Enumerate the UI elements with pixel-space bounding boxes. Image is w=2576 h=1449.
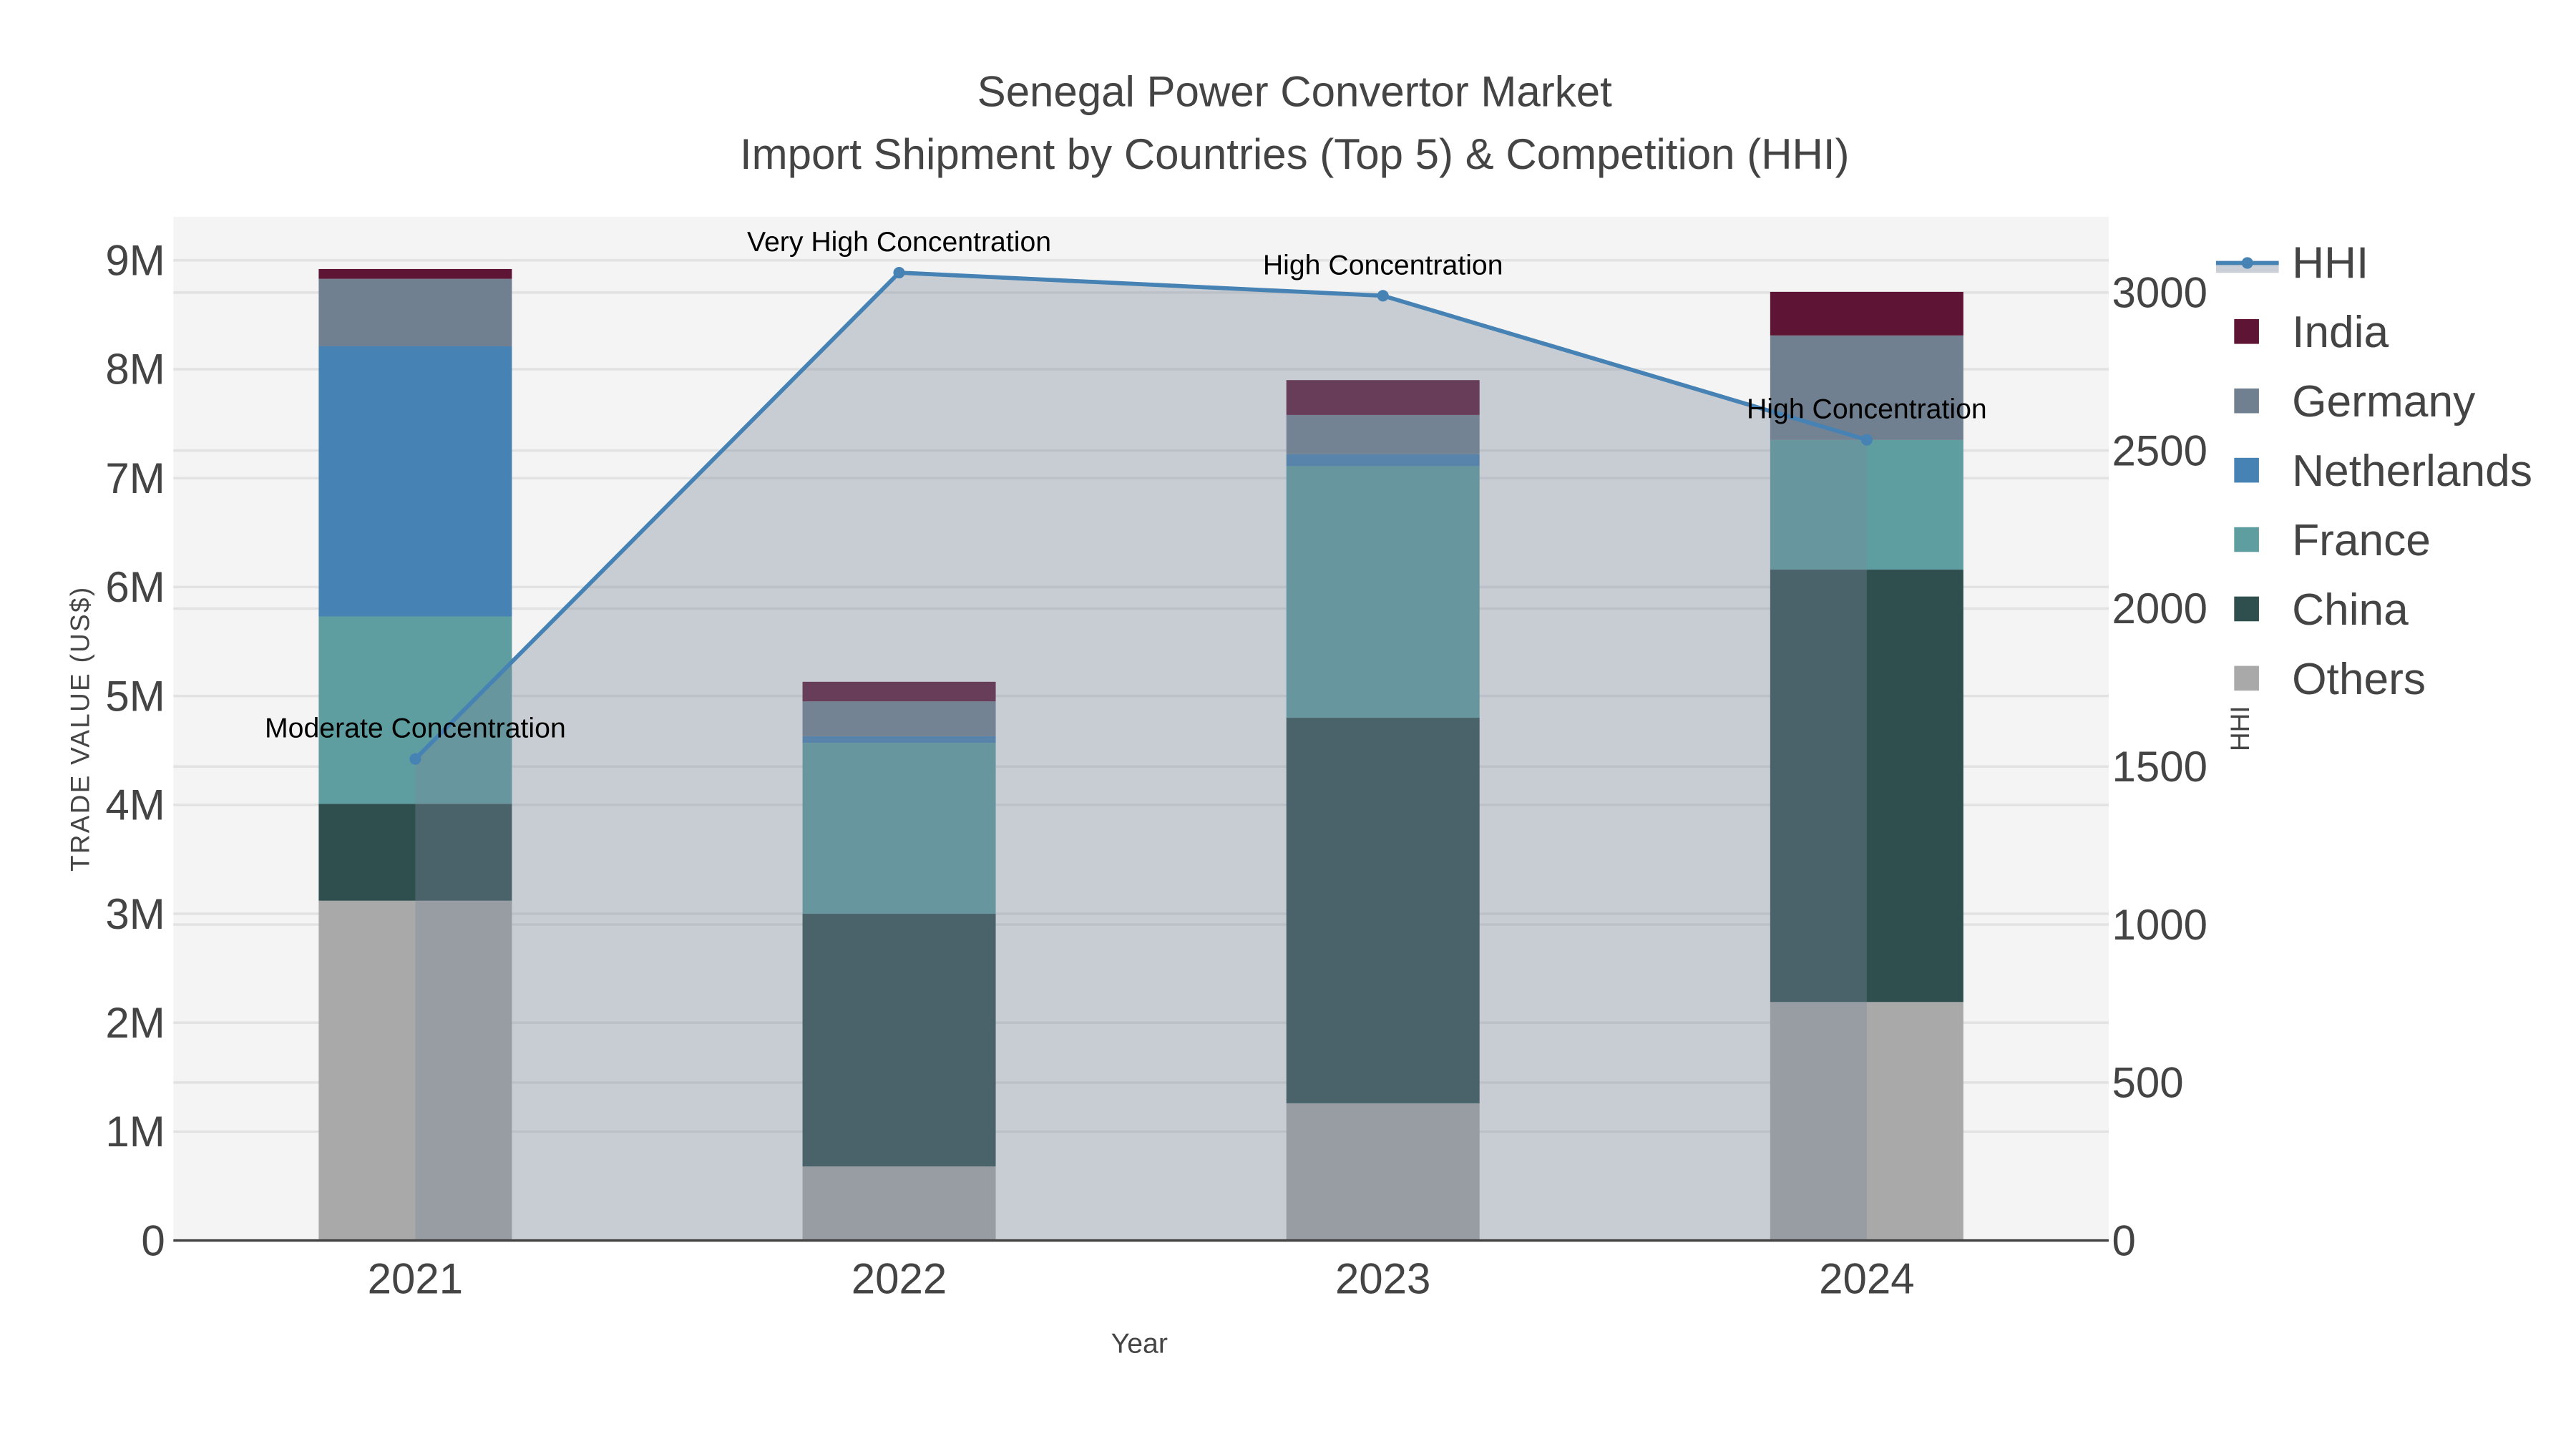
y2-tick-label: 3000: [2112, 269, 2207, 317]
y2-tick-label: 2000: [2112, 585, 2207, 633]
bars: [318, 268, 1963, 1241]
legend-swatch-france: [2234, 527, 2259, 552]
hhi-area-fill: [415, 273, 1867, 1241]
chart-subtitle: Import Shipment by Countries (Top 5) & C…: [740, 130, 1850, 178]
y-axis-title: TRADE VALUE (US$): [66, 586, 95, 872]
x-tick-label: 2021: [368, 1255, 463, 1303]
hhi-annotation: Moderate Concentration: [265, 713, 566, 744]
legend-label-netherlands: Netherlands: [2292, 447, 2532, 496]
bar-china-2024: [1770, 570, 1963, 1002]
y-tick-label: 0: [141, 1216, 165, 1264]
bar-india-2021: [318, 268, 512, 279]
bar-others-2021: [318, 900, 512, 1241]
bar-netherlands-2023: [1286, 454, 1480, 467]
legend-label-india: India: [2292, 308, 2389, 357]
bar-india-2022: [802, 681, 996, 702]
bar-france-2021: [318, 616, 512, 804]
legend-swatch-others: [2234, 665, 2259, 691]
legend-label-hhi: HHI: [2292, 238, 2368, 288]
y2-tick-label: 1500: [2112, 743, 2207, 791]
y-tick-label: 7M: [105, 454, 165, 502]
legend-label-others: Others: [2292, 655, 2426, 704]
y-tick-label: 9M: [105, 237, 165, 285]
bar-india-2024: [1770, 291, 1963, 336]
legend: HHI India Germany Netherlands France China Oth…: [2215, 238, 2532, 704]
bar-china-2023: [1286, 718, 1480, 1103]
bar-others-2024: [1770, 1002, 1963, 1241]
y2-tick-label: 2500: [2112, 426, 2207, 474]
legend-label-france: France: [2292, 516, 2431, 565]
bar-others-2022: [802, 1166, 996, 1241]
y2-axis-title: HHI: [2225, 706, 2255, 751]
hhi-point: [1860, 434, 1873, 446]
x-tick-label: 2023: [1335, 1255, 1430, 1303]
y-tick-label: 8M: [105, 346, 165, 394]
legend-swatch-germany: [2234, 388, 2259, 414]
bar-others-2023: [1286, 1103, 1480, 1241]
y2-tick-label: 1000: [2112, 901, 2207, 949]
hhi-series: Moderate Concentration Very High Concentr…: [265, 226, 1987, 1241]
legend-label-china: China: [2292, 585, 2409, 635]
x-tick-label: 2024: [1819, 1255, 1914, 1303]
y-tick-label: 4M: [105, 781, 165, 829]
hhi-point: [1377, 290, 1389, 302]
bar-netherlands-2021: [318, 346, 512, 617]
hhi-annotation: Very High Concentration: [747, 226, 1051, 258]
bar-france-2024: [1770, 439, 1963, 570]
y-tick-label: 1M: [105, 1108, 165, 1156]
bar-germany-2022: [802, 701, 996, 736]
chart-title: Senegal Power Convertor Market: [977, 67, 1612, 115]
bar-netherlands-2022: [802, 736, 996, 743]
legend-label-germany: Germany: [2292, 377, 2476, 426]
bar-china-2022: [802, 914, 996, 1167]
y-tick-label: 5M: [105, 672, 165, 720]
legend-swatch-china: [2234, 596, 2259, 622]
axes: 0 1M 2M 3M 4M 5M 6M 7M 8M 9M 0 500 1000 1500 2000 2500 3…: [105, 237, 2207, 1303]
y-tick-label: 3M: [105, 890, 165, 938]
legend-hhi-swatch-point: [2241, 257, 2253, 269]
bar-germany-2021: [318, 278, 512, 347]
bar-germany-2023: [1286, 414, 1480, 454]
y-tick-label: 6M: [105, 563, 165, 611]
y2-tick-label: 0: [2112, 1216, 2136, 1264]
hhi-point: [893, 266, 905, 279]
y2-tick-label: 500: [2112, 1059, 2184, 1107]
x-tick-label: 2022: [852, 1255, 947, 1303]
y-tick-label: 2M: [105, 999, 165, 1047]
bar-india-2023: [1286, 380, 1480, 415]
hhi-annotation: High Concentration: [1747, 394, 1987, 425]
bar-france-2023: [1286, 466, 1480, 718]
legend-swatch-india: [2234, 318, 2259, 344]
bar-china-2021: [318, 804, 512, 901]
hhi-point: [409, 753, 421, 765]
hhi-annotation: High Concentration: [1263, 249, 1503, 280]
hhi-line: [414, 270, 1868, 761]
bar-france-2022: [802, 743, 996, 914]
legend-swatch-netherlands: [2234, 457, 2259, 483]
x-axis-title: Year: [1111, 1328, 1168, 1360]
